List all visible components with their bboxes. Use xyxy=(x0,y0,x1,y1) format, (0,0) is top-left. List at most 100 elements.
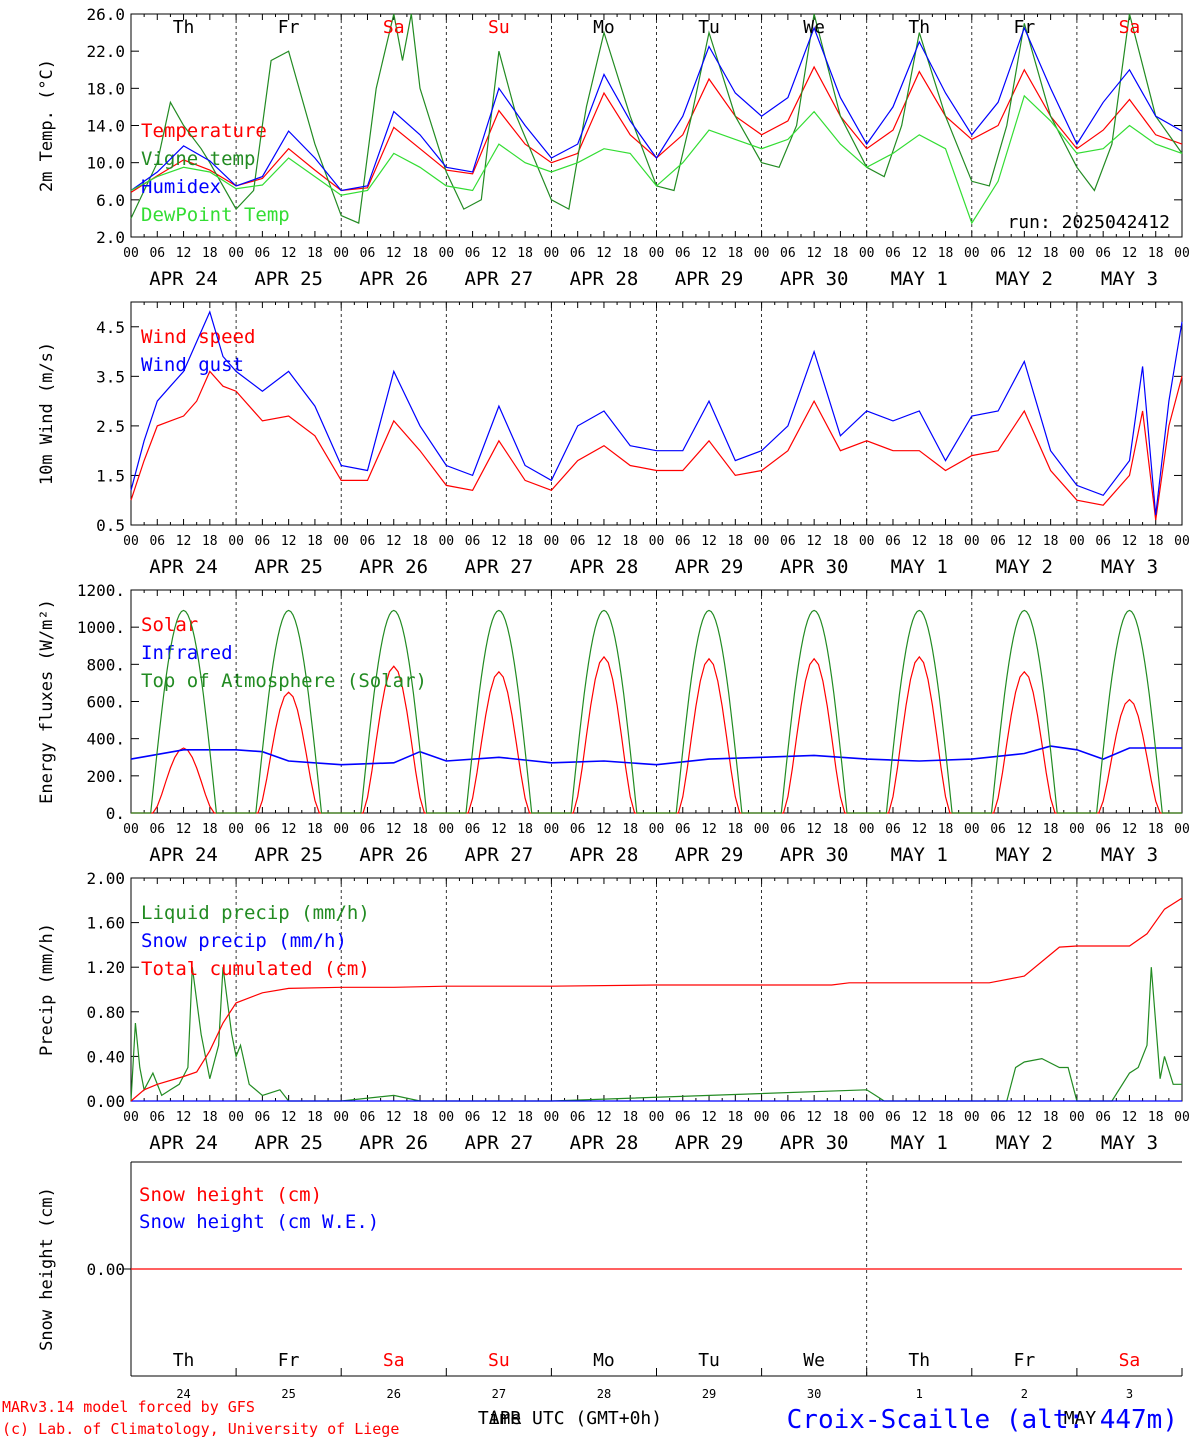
x-tick-label: 06 xyxy=(1095,534,1111,549)
x-tick-label: 18 xyxy=(1043,822,1059,837)
y-tick-label: 1200. xyxy=(77,581,125,600)
x-tick-label: 06 xyxy=(990,246,1006,261)
x-tick-label: 18 xyxy=(622,534,638,549)
x-tick-label: 18 xyxy=(307,246,323,261)
y-tick-label: 0.00 xyxy=(86,1092,125,1111)
x-tick-label: 00 xyxy=(649,822,665,837)
day-of-week-label: Th xyxy=(908,17,930,38)
x-tick-label: 18 xyxy=(202,822,218,837)
x-tick-label: 18 xyxy=(412,246,428,261)
y-tick-label: 6.0 xyxy=(96,191,125,210)
x-tick-label: 06 xyxy=(885,246,901,261)
x-tick-label: 12 xyxy=(386,1110,402,1125)
date-label: MAY 3 xyxy=(1101,844,1158,866)
x-tick-label: 18 xyxy=(1148,534,1164,549)
station-label: Croix-Scaille (alt: 447m) xyxy=(787,1405,1178,1435)
x-tick-label: 18 xyxy=(307,534,323,549)
day-of-week-label: Mo xyxy=(593,17,615,38)
date-label: MAY 2 xyxy=(996,844,1053,866)
x-tick-label: 12 xyxy=(701,534,717,549)
y-tick-label: 3.5 xyxy=(96,367,125,386)
x-tick-label: 00 xyxy=(859,246,875,261)
x-tick-label: 18 xyxy=(202,534,218,549)
x-tick-label: 12 xyxy=(911,246,927,261)
x-tick-label: 00 xyxy=(228,1110,244,1125)
x-tick-label: 18 xyxy=(307,822,323,837)
legend-entry: Total cumulated (cm) xyxy=(141,958,370,980)
x-tick-label: 12 xyxy=(911,534,927,549)
y-axis-label: Energy fluxes (W/m²) xyxy=(37,599,57,804)
y-tick-label: 600. xyxy=(86,693,125,712)
x-tick-label: 00 xyxy=(438,534,454,549)
y-axis-label: Precip (mm/h) xyxy=(37,923,57,1056)
x-tick-label: 06 xyxy=(360,1110,376,1125)
date-label: APR 24 xyxy=(149,844,218,866)
x-tick-label: 18 xyxy=(412,534,428,549)
x-tick-label: 18 xyxy=(517,534,533,549)
x-tick-label: 00 xyxy=(1174,1110,1190,1125)
x-tick-label: 18 xyxy=(622,822,638,837)
x-tick-label: 06 xyxy=(675,1110,691,1125)
series-line-infrared xyxy=(130,745,1182,766)
legend-entry: Infrared xyxy=(141,642,233,664)
x-tick-label: 12 xyxy=(806,534,822,549)
x-tick-label: 00 xyxy=(438,1110,454,1125)
x-tick-label: 06 xyxy=(465,822,481,837)
x-tick-label: 00 xyxy=(859,534,875,549)
x-tick-label: 18 xyxy=(412,822,428,837)
x-tick-label: 00 xyxy=(333,822,349,837)
date-label: APR 25 xyxy=(254,556,323,578)
date-label: APR 26 xyxy=(359,556,428,578)
x-tick-label: 06 xyxy=(149,246,165,261)
date-label: MAY 1 xyxy=(891,1132,948,1154)
x-tick-label: 06 xyxy=(1095,1110,1111,1125)
x-tick-label: 00 xyxy=(333,246,349,261)
month-overlay-apr: APR xyxy=(489,1408,522,1429)
y-tick-label: 10.0 xyxy=(86,154,125,173)
date-label: MAY 3 xyxy=(1101,1132,1158,1154)
date-label: APR 26 xyxy=(359,1132,428,1154)
date-label: MAY 2 xyxy=(996,268,1053,290)
date-label: APR 25 xyxy=(254,844,323,866)
x-tick-label: 00 xyxy=(544,534,560,549)
y-tick-label: 0.00 xyxy=(86,1260,125,1279)
x-tick-label: 06 xyxy=(149,534,165,549)
day-number-label: 29 xyxy=(702,1387,716,1401)
x-tick-label: 00 xyxy=(333,534,349,549)
x-tick-label: 00 xyxy=(859,822,875,837)
x-tick-label: 06 xyxy=(465,246,481,261)
day-of-week-label: Th xyxy=(173,1350,195,1371)
series-line-top-of-atmosphere-solar- xyxy=(131,609,1182,814)
day-number-label: 25 xyxy=(281,1387,295,1401)
x-tick-label: 12 xyxy=(806,246,822,261)
y-tick-label: 2.0 xyxy=(96,228,125,247)
legend-entry: Snow height (cm W.E.) xyxy=(139,1211,379,1233)
x-tick-label: 18 xyxy=(833,534,849,549)
x-tick-label: 12 xyxy=(386,822,402,837)
credit-line-1: MARv3.14 model forced by GFS xyxy=(2,1398,255,1416)
x-tick-label: 18 xyxy=(833,822,849,837)
day-of-week-label: Mo xyxy=(593,1350,615,1371)
x-tick-label: 00 xyxy=(754,534,770,549)
series-line-humidex xyxy=(130,26,1183,192)
y-tick-label: 0.40 xyxy=(86,1047,125,1066)
x-tick-label: 06 xyxy=(1095,246,1111,261)
x-tick-label: 12 xyxy=(1122,534,1138,549)
x-tick-label: 12 xyxy=(176,1110,192,1125)
y-tick-label: 0.5 xyxy=(96,516,125,535)
x-tick-label: 12 xyxy=(596,1110,612,1125)
x-tick-label: 06 xyxy=(885,534,901,549)
y-tick-label: 18.0 xyxy=(86,79,125,98)
x-tick-label: 12 xyxy=(491,534,507,549)
x-tick-label: 00 xyxy=(859,1110,875,1125)
x-tick-label: 00 xyxy=(1174,822,1190,837)
x-tick-label: 06 xyxy=(149,822,165,837)
x-tick-label: 06 xyxy=(360,534,376,549)
x-tick-label: 06 xyxy=(570,1110,586,1125)
date-label: APR 25 xyxy=(254,1132,323,1154)
day-number-label: 28 xyxy=(597,1387,611,1401)
x-tick-label: 06 xyxy=(780,246,796,261)
day-of-week-label: Sa xyxy=(1119,1350,1141,1371)
date-label: APR 30 xyxy=(780,844,849,866)
